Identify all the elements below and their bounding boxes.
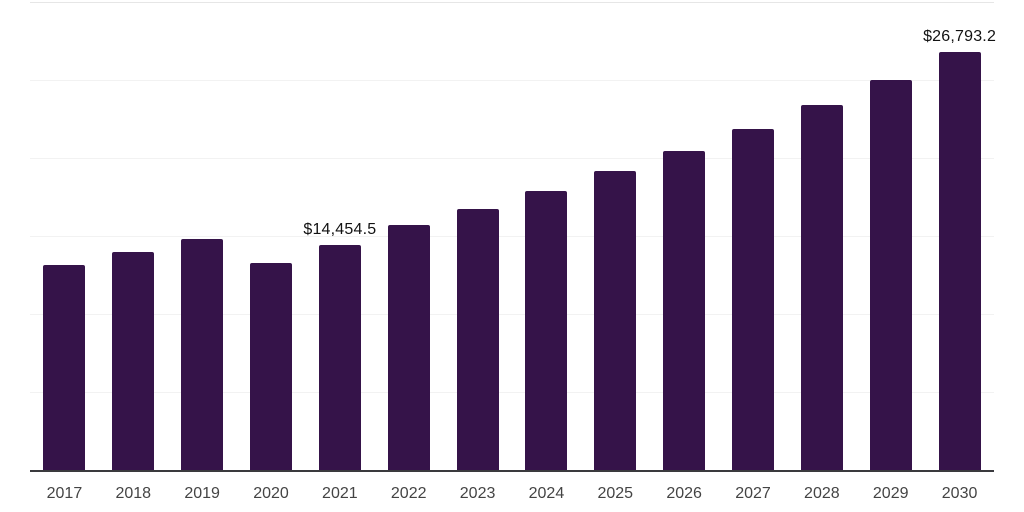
x-axis-label-2029: 2029: [872, 485, 909, 502]
bar-2020: [250, 263, 292, 470]
data-label-2030: $26,793.2: [923, 28, 997, 46]
x-axis-label-2020: 2020: [253, 485, 289, 502]
bar-2028: [800, 105, 843, 470]
x-axis-label-2027: 2027: [735, 485, 771, 502]
x-axis-label-2019: 2019: [184, 485, 220, 502]
bar-2022: [387, 224, 430, 470]
x-axis-label-2025: 2025: [597, 485, 634, 502]
gridline-10000: [30, 314, 994, 315]
gridline-15000: [30, 236, 994, 237]
x-axis-line: [30, 470, 994, 472]
x-axis-label-2018: 2018: [115, 485, 152, 502]
bar-2023: [456, 208, 499, 470]
x-axis-label-2017: 2017: [46, 485, 83, 502]
x-axis-label-2028: 2028: [804, 485, 840, 502]
bar-2019: [181, 238, 224, 470]
x-axis-label-2030: 2030: [941, 485, 978, 502]
gridline-30000: [30, 2, 994, 3]
data-label-2021: $14,454.5: [303, 220, 377, 238]
bar-2021: [318, 244, 361, 470]
x-axis-label-2026: 2026: [666, 485, 702, 502]
bar-2027: [732, 129, 774, 470]
x-axis-label-2022: 2022: [390, 485, 427, 502]
x-axis-label-2021: 2021: [322, 485, 358, 502]
bar-2030: [938, 52, 981, 470]
plot-area: $14,454.5 $26,793.2 2017 2018 2019 2020 2021 2…: [30, 2, 997, 502]
gridline-25000: [30, 80, 994, 81]
gridline-5000: [30, 392, 994, 393]
gridline-20000: [30, 158, 994, 159]
bar-2018: [112, 251, 155, 470]
x-axis-label-2023: 2023: [459, 485, 496, 502]
bar-2025: [594, 171, 637, 470]
x-axis-label-2024: 2024: [528, 485, 565, 502]
bar-2024: [525, 191, 568, 470]
bar-2026: [663, 151, 706, 470]
bar-2017: [43, 265, 86, 470]
bar-2029: [869, 79, 912, 470]
